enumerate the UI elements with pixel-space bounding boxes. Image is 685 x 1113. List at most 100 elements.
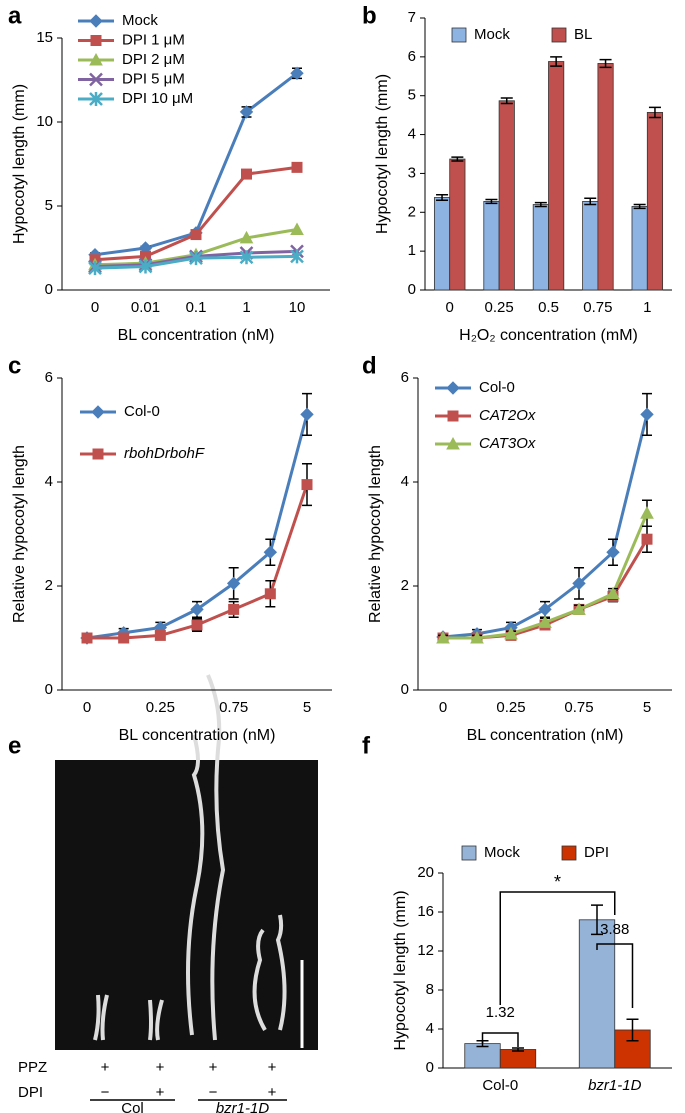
- point: [436, 630, 450, 644]
- bar: [646, 112, 664, 291]
- x-tick-label: 0: [91, 299, 99, 316]
- annotation: 1.32: [486, 1004, 515, 1021]
- point: [290, 222, 304, 236]
- error-bar: [511, 1047, 524, 1052]
- error-bar: [485, 198, 498, 205]
- row-label: PPZ: [18, 1059, 47, 1076]
- y-tick-label: 6: [408, 48, 416, 65]
- point: [264, 588, 276, 600]
- bracket: [596, 943, 634, 1008]
- point: [88, 261, 102, 276]
- point: [606, 586, 620, 600]
- panel-letter: c: [8, 352, 21, 379]
- bar: [464, 1043, 501, 1069]
- bar: [631, 206, 648, 291]
- point: [239, 230, 254, 244]
- y-tick-label: 8: [426, 981, 434, 998]
- treatment-mark: +: [156, 1084, 165, 1101]
- x-axis-label: BL concentration (nM): [119, 727, 276, 744]
- y-tick-label: 2: [401, 577, 409, 594]
- legend-label: DPI 5 μM: [122, 70, 185, 87]
- bar: [532, 204, 549, 291]
- point: [239, 105, 254, 119]
- x-tick-label: 0.5: [538, 299, 559, 316]
- point: [189, 251, 203, 266]
- bar: [498, 100, 515, 291]
- y-tick-label: 2: [408, 203, 416, 220]
- point: [538, 615, 552, 628]
- bar: [582, 201, 599, 291]
- y-tick-label: 3: [408, 164, 416, 181]
- error-bar: [648, 106, 661, 119]
- legend-label: rbohDrbohF: [124, 445, 205, 462]
- y-tick-label: 2: [45, 577, 53, 594]
- row-label: DPI: [18, 1084, 43, 1101]
- y-tick-label: 12: [417, 942, 434, 959]
- point: [118, 632, 130, 644]
- group-label: Col: [121, 1100, 144, 1113]
- point: [641, 533, 653, 545]
- legend-marker: [90, 35, 102, 46]
- x-tick-label: 5: [643, 699, 651, 716]
- x-tick-label: 0.25: [484, 299, 513, 316]
- point: [300, 407, 314, 422]
- legend-marker: [89, 14, 103, 28]
- legend-label: DPI 10 μM: [122, 90, 193, 107]
- legend-swatch: [551, 27, 567, 43]
- panel-letter: a: [8, 2, 22, 29]
- legend-label: Col-0: [124, 403, 160, 420]
- x-tick-label: 0.25: [146, 699, 175, 716]
- y-axis-label: Relative hypocotyl length: [367, 445, 384, 623]
- x-tick-label: 0.75: [219, 699, 248, 716]
- legend-marker: [446, 381, 460, 395]
- point: [301, 479, 313, 491]
- y-tick-label: 16: [417, 903, 434, 920]
- y-tick-label: 0: [45, 281, 53, 298]
- y-tick-label: 4: [408, 126, 416, 143]
- legend-marker: [447, 410, 459, 422]
- legend-marker: [446, 436, 460, 450]
- bar: [483, 201, 500, 291]
- y-tick-label: 1: [408, 242, 416, 259]
- panel-letter: d: [362, 352, 377, 379]
- point: [640, 407, 654, 422]
- bracket: [499, 891, 616, 1005]
- x-axis-label: BL concentration (nM): [467, 727, 624, 744]
- y-tick-label: 0: [401, 681, 409, 698]
- x-tick-label: 1: [242, 299, 250, 316]
- treatment-mark: +: [209, 1059, 218, 1076]
- point: [138, 259, 153, 274]
- legend-marker: [91, 405, 105, 419]
- x-tick-label: 0.75: [564, 699, 593, 716]
- legend-label: DPI 1 μM: [122, 31, 185, 48]
- error-bar: [599, 58, 612, 69]
- x-tick-label: 0: [439, 699, 447, 716]
- series-line: [94, 165, 298, 262]
- seedlings: [93, 674, 287, 1041]
- y-tick-label: 7: [408, 9, 416, 26]
- y-axis-label: Hypocotyl length (mm): [374, 74, 391, 234]
- error-bar: [436, 194, 449, 201]
- legend-marker: [89, 72, 103, 87]
- y-tick-label: 0: [426, 1059, 434, 1076]
- point: [640, 506, 654, 519]
- bar: [433, 197, 451, 291]
- point: [190, 229, 202, 241]
- x-axis-label: BL concentration (nM): [118, 327, 275, 344]
- seedling-photo: [55, 760, 318, 1050]
- x-tick-label: 0: [446, 299, 454, 316]
- legend-label: Mock: [474, 26, 510, 43]
- legend-label: CAT3Ox: [479, 435, 536, 452]
- legend-swatch: [461, 845, 477, 861]
- y-tick-label: 0: [45, 681, 53, 698]
- point: [290, 249, 304, 264]
- y-tick-label: 5: [45, 197, 53, 214]
- y-axis-label: Hypocotyl length (mm): [392, 890, 409, 1050]
- legend-swatch: [561, 845, 577, 861]
- y-axis-label: Relative hypocotyl length: [11, 445, 28, 623]
- panel-letter: e: [8, 732, 21, 759]
- annotation: 3.88: [600, 921, 629, 938]
- point: [241, 168, 252, 180]
- point: [606, 545, 620, 559]
- point: [226, 576, 241, 591]
